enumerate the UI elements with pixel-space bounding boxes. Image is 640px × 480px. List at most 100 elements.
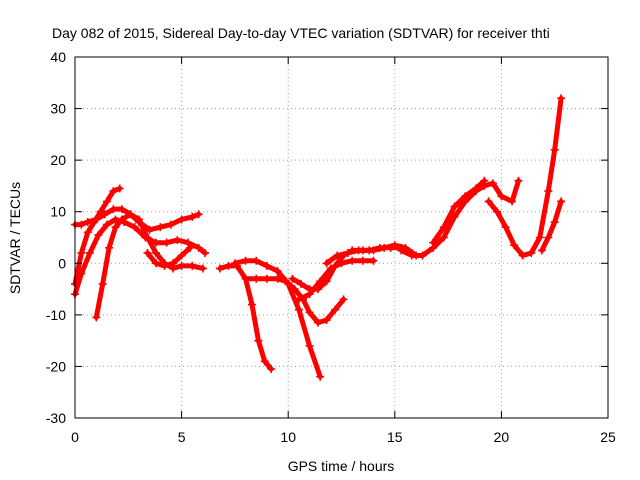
data-point (365, 246, 374, 255)
data-point (117, 215, 126, 224)
data-point (224, 261, 233, 270)
series-arc-7 (230, 256, 325, 381)
data-point (343, 248, 352, 257)
series-line (145, 245, 193, 269)
y-tick-label: -10 (46, 307, 66, 323)
data-point (294, 305, 303, 314)
data-point (77, 248, 86, 257)
y-tick-label: 0 (58, 255, 66, 271)
data-point (262, 274, 271, 283)
data-point (550, 218, 559, 227)
data-point (339, 295, 348, 304)
data-point (188, 261, 197, 270)
data-point (273, 274, 282, 283)
data-point (514, 176, 523, 185)
data-point (316, 372, 325, 381)
data-point (439, 233, 448, 242)
data-point (111, 223, 120, 232)
data-point (480, 176, 489, 185)
data-point (407, 251, 416, 260)
data-point (508, 197, 517, 206)
data-point (316, 277, 325, 286)
data-point (188, 212, 197, 221)
data-point (252, 256, 261, 265)
series-arc-8 (241, 274, 348, 327)
data-point (194, 210, 203, 219)
x-axis-label: GPS time / hours (288, 458, 395, 474)
y-tick-label: 20 (50, 152, 66, 168)
data-point (162, 238, 171, 247)
data-point (143, 233, 152, 242)
x-tick-label: 15 (387, 429, 403, 445)
data-point (94, 230, 103, 239)
series-arc-12 (397, 176, 523, 260)
grid-layer (75, 57, 608, 418)
data-point (314, 318, 323, 327)
x-tick-label: 25 (600, 429, 616, 445)
series-arc-15 (537, 197, 566, 255)
data-point (290, 285, 299, 294)
series-line (72, 216, 208, 297)
y-tick-label: -20 (46, 358, 66, 374)
data-point (358, 256, 367, 265)
data-point (493, 207, 502, 216)
data-point (267, 365, 276, 374)
data-point (117, 205, 126, 214)
chart-title: Day 082 of 2015, Sidereal Day-to-day VTE… (52, 25, 550, 41)
data-point (166, 220, 175, 229)
data-point (418, 251, 427, 260)
data-point (177, 261, 186, 270)
data-point (450, 202, 459, 211)
data-point (152, 248, 161, 257)
series-line (430, 178, 487, 246)
data-point (215, 264, 224, 273)
data-point (252, 274, 261, 283)
data-point (109, 205, 118, 214)
data-point (305, 341, 314, 350)
data-point (186, 243, 195, 252)
data-point (177, 251, 186, 260)
tick-layer (74, 56, 609, 419)
x-tick-label: 0 (71, 429, 79, 445)
data-point (544, 187, 553, 196)
data-point (535, 233, 544, 242)
data-point (102, 197, 111, 206)
data-point (439, 223, 448, 232)
data-point (296, 279, 305, 288)
data-point (484, 197, 493, 206)
data-point (557, 94, 566, 103)
data-point (501, 223, 510, 232)
y-tick-label: 30 (50, 101, 66, 117)
data-point (201, 248, 210, 257)
data-point (471, 184, 480, 193)
data-point (429, 238, 438, 247)
data-point (105, 243, 114, 252)
data-point (156, 223, 165, 232)
data-point (230, 259, 239, 268)
data-point (109, 187, 118, 196)
data-point (488, 179, 497, 188)
data-point (183, 238, 192, 247)
data-point (254, 336, 263, 345)
y-tick-label: 40 (50, 49, 66, 65)
data-point (260, 357, 269, 366)
series-layer (71, 94, 566, 381)
data-point (273, 267, 282, 276)
data-point (152, 238, 161, 247)
data-point (305, 290, 314, 299)
tick-label-layer: 0 5 10 15 20 25 -30 -20 -10 0 10 20 30 40 (46, 49, 616, 445)
data-point (518, 251, 527, 260)
series-line (72, 186, 123, 287)
data-point (322, 316, 331, 325)
data-point (262, 261, 271, 270)
data-point (331, 305, 340, 314)
data-point (282, 277, 291, 286)
data-point (369, 256, 378, 265)
data-point (92, 313, 101, 322)
data-point (100, 210, 109, 219)
plot-frame (74, 56, 609, 419)
data-point (177, 215, 186, 224)
data-point (130, 223, 139, 232)
data-point (288, 274, 297, 283)
